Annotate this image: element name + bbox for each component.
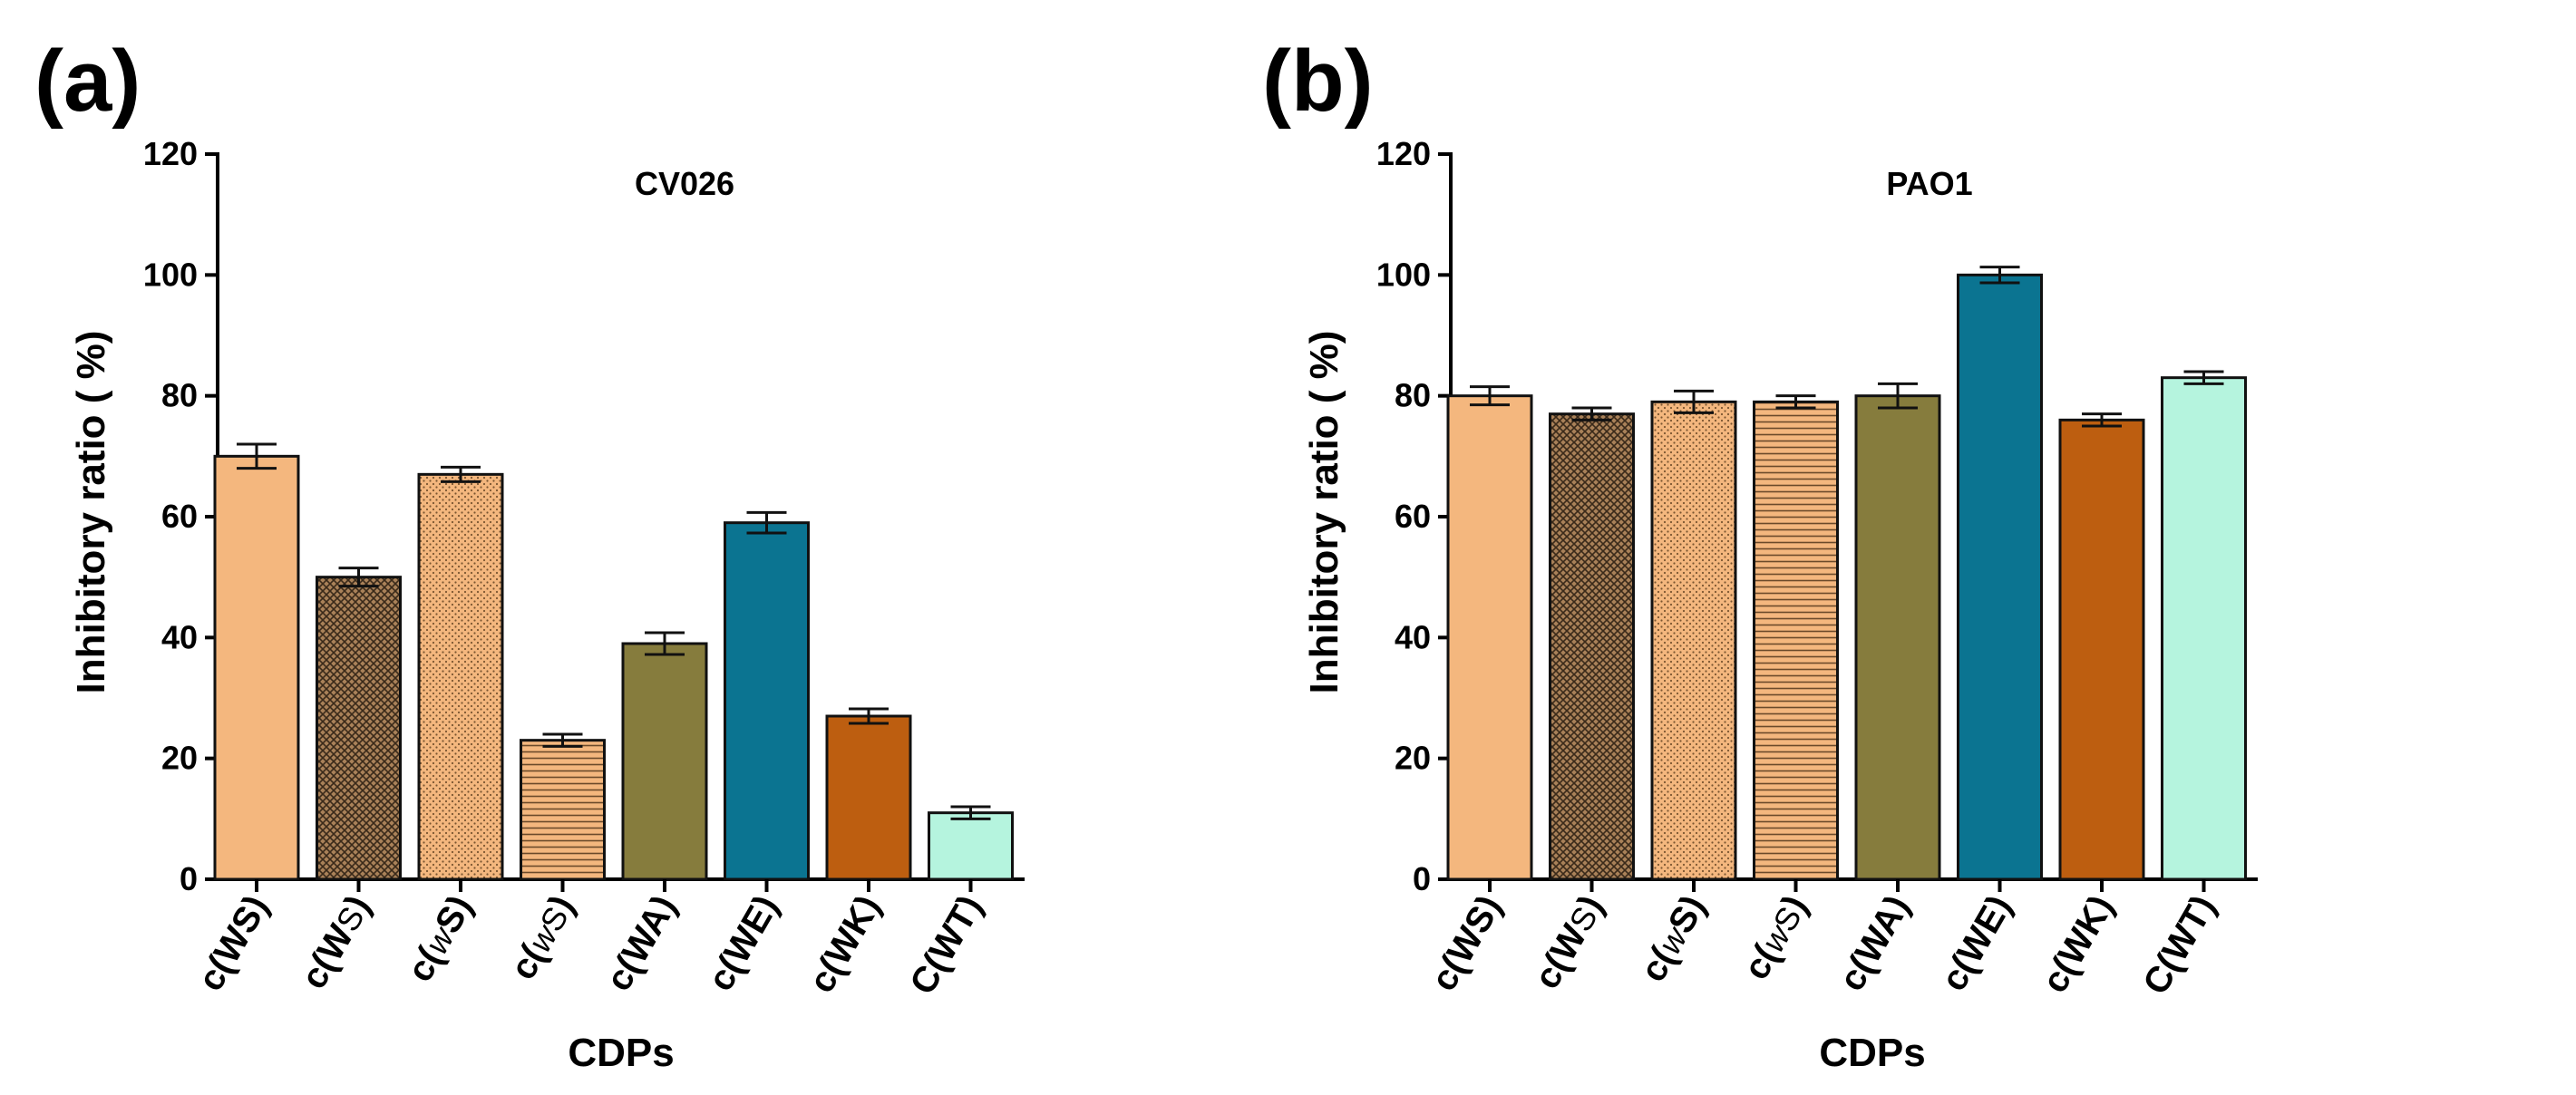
x-tick-label: c(WK) xyxy=(802,889,889,1000)
chart-title: CV026 xyxy=(635,165,734,202)
y-tick-label: 40 xyxy=(161,618,198,655)
bar xyxy=(1957,273,2043,881)
bar xyxy=(928,811,1014,881)
bar xyxy=(724,521,810,881)
y-tick-label: 100 xyxy=(1376,256,1431,293)
bar xyxy=(213,454,300,881)
x-tick-label: c(WS) xyxy=(1527,889,1611,996)
y-tick-label: 120 xyxy=(1376,135,1431,172)
bar xyxy=(417,472,504,881)
x-tick-label: c(WK) xyxy=(2035,889,2122,1000)
bar xyxy=(1650,400,1737,881)
panel-letter: (b) xyxy=(1262,33,1374,130)
y-tick-label: 0 xyxy=(180,860,198,897)
y-tick-label: 0 xyxy=(1413,860,1431,897)
bar xyxy=(825,714,912,881)
x-tick-label: c(WA) xyxy=(598,889,685,998)
y-axis-label: Inhibitory ratio ( %) xyxy=(1302,331,1346,694)
bar xyxy=(1753,400,1839,881)
x-tick-label: c(WE) xyxy=(1934,889,2020,998)
bar xyxy=(1549,412,1635,881)
x-tick-label: c(wS) xyxy=(503,889,583,987)
y-tick-label: 100 xyxy=(143,256,198,293)
x-tick-label: c(WS) xyxy=(190,889,277,998)
plot-area: 020406080100120c(WS)c(WS)c(wS)c(wS)c(WA)… xyxy=(1376,135,2258,1001)
x-tick-label: c(WA) xyxy=(1832,889,1918,998)
x-tick-label: c(WS) xyxy=(294,889,378,996)
bar xyxy=(621,642,708,881)
x-tick-label: c(WS) xyxy=(1424,889,1510,998)
chart-title: PAO1 xyxy=(1886,165,1972,202)
y-tick-label: 40 xyxy=(1395,618,1431,655)
y-tick-label: 60 xyxy=(1395,498,1431,535)
x-tick-label: C(WT) xyxy=(2135,889,2223,1002)
chart-panel-a: (a) CV026 Inhibitory ratio ( %) CDPs 0 20… xyxy=(34,33,1025,1075)
y-tick-label: 20 xyxy=(161,740,198,777)
x-tick-label: c(wS) xyxy=(1736,889,1816,987)
x-axis-label: CDPs xyxy=(568,1031,674,1075)
plot-area: 020406080100120c(WS)c(WS)c(wS)c(wS)c(WA)… xyxy=(143,135,1025,1001)
panel-letter: (a) xyxy=(34,33,141,130)
bar xyxy=(520,739,606,881)
bar xyxy=(1446,394,1533,881)
bar xyxy=(1854,394,1941,881)
x-tick-label: c(wS) xyxy=(400,889,481,989)
y-tick-label: 80 xyxy=(1395,377,1431,414)
x-tick-label: c(WE) xyxy=(701,889,787,998)
bar xyxy=(2161,376,2247,881)
x-axis-label: CDPs xyxy=(1819,1031,1925,1075)
y-tick-label: 120 xyxy=(143,135,198,172)
chart-panel-b: (b) PAO1 Inhibitory ratio ( %) CDPs 0 20 4… xyxy=(1262,33,2258,1075)
bar xyxy=(316,576,402,881)
x-tick-label: C(WT) xyxy=(902,889,990,1002)
x-tick-label: c(wS) xyxy=(1633,889,1714,989)
y-axis-label: Inhibitory ratio ( %) xyxy=(69,331,113,694)
bar xyxy=(2058,418,2145,881)
y-tick-label: 20 xyxy=(1395,740,1431,777)
y-tick-label: 60 xyxy=(161,498,198,535)
y-tick-label: 80 xyxy=(161,377,198,414)
